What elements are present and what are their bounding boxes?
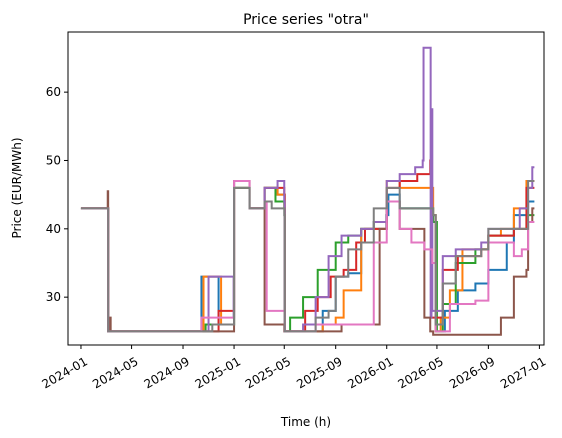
x-axis-title: Time (h) xyxy=(280,415,331,429)
x-tick-label: 2026-05 xyxy=(395,354,445,391)
x-tick-label: 2026-01 xyxy=(345,354,395,391)
x-tick-label: 2027-01 xyxy=(498,354,548,391)
x-tick-label: 2025-09 xyxy=(294,354,344,391)
x-tick-label: 2024-05 xyxy=(90,354,140,391)
series-line-4 xyxy=(80,159,535,333)
y-tick-label: 50 xyxy=(46,153,61,167)
y-axis: 30 40 50 60 xyxy=(46,85,68,304)
x-tick-label: 2026-09 xyxy=(447,354,497,391)
y-tick-label: 40 xyxy=(46,222,61,236)
series-line-1 xyxy=(80,186,535,333)
x-tick-label: 2024-09 xyxy=(142,354,192,391)
series-line-3 xyxy=(80,186,535,333)
x-tick-label: 2024-01 xyxy=(40,354,90,391)
series-line-5 xyxy=(80,46,535,333)
plot-frame xyxy=(67,31,545,346)
y-tick-label: 30 xyxy=(46,290,61,304)
y-tick-label: 60 xyxy=(46,85,61,99)
series-layer xyxy=(80,46,535,336)
series-line-8 xyxy=(80,179,535,333)
x-tick-label: 2025-01 xyxy=(193,354,243,391)
chart-title: Price series "otra" xyxy=(243,12,369,28)
y-axis-title: Price (EUR/MWh) xyxy=(10,137,24,238)
x-tick-label: 2025-05 xyxy=(243,354,293,391)
x-axis: 2024-01 2024-05 2024-09 2025-01 2025-05 2025-… xyxy=(40,345,548,391)
